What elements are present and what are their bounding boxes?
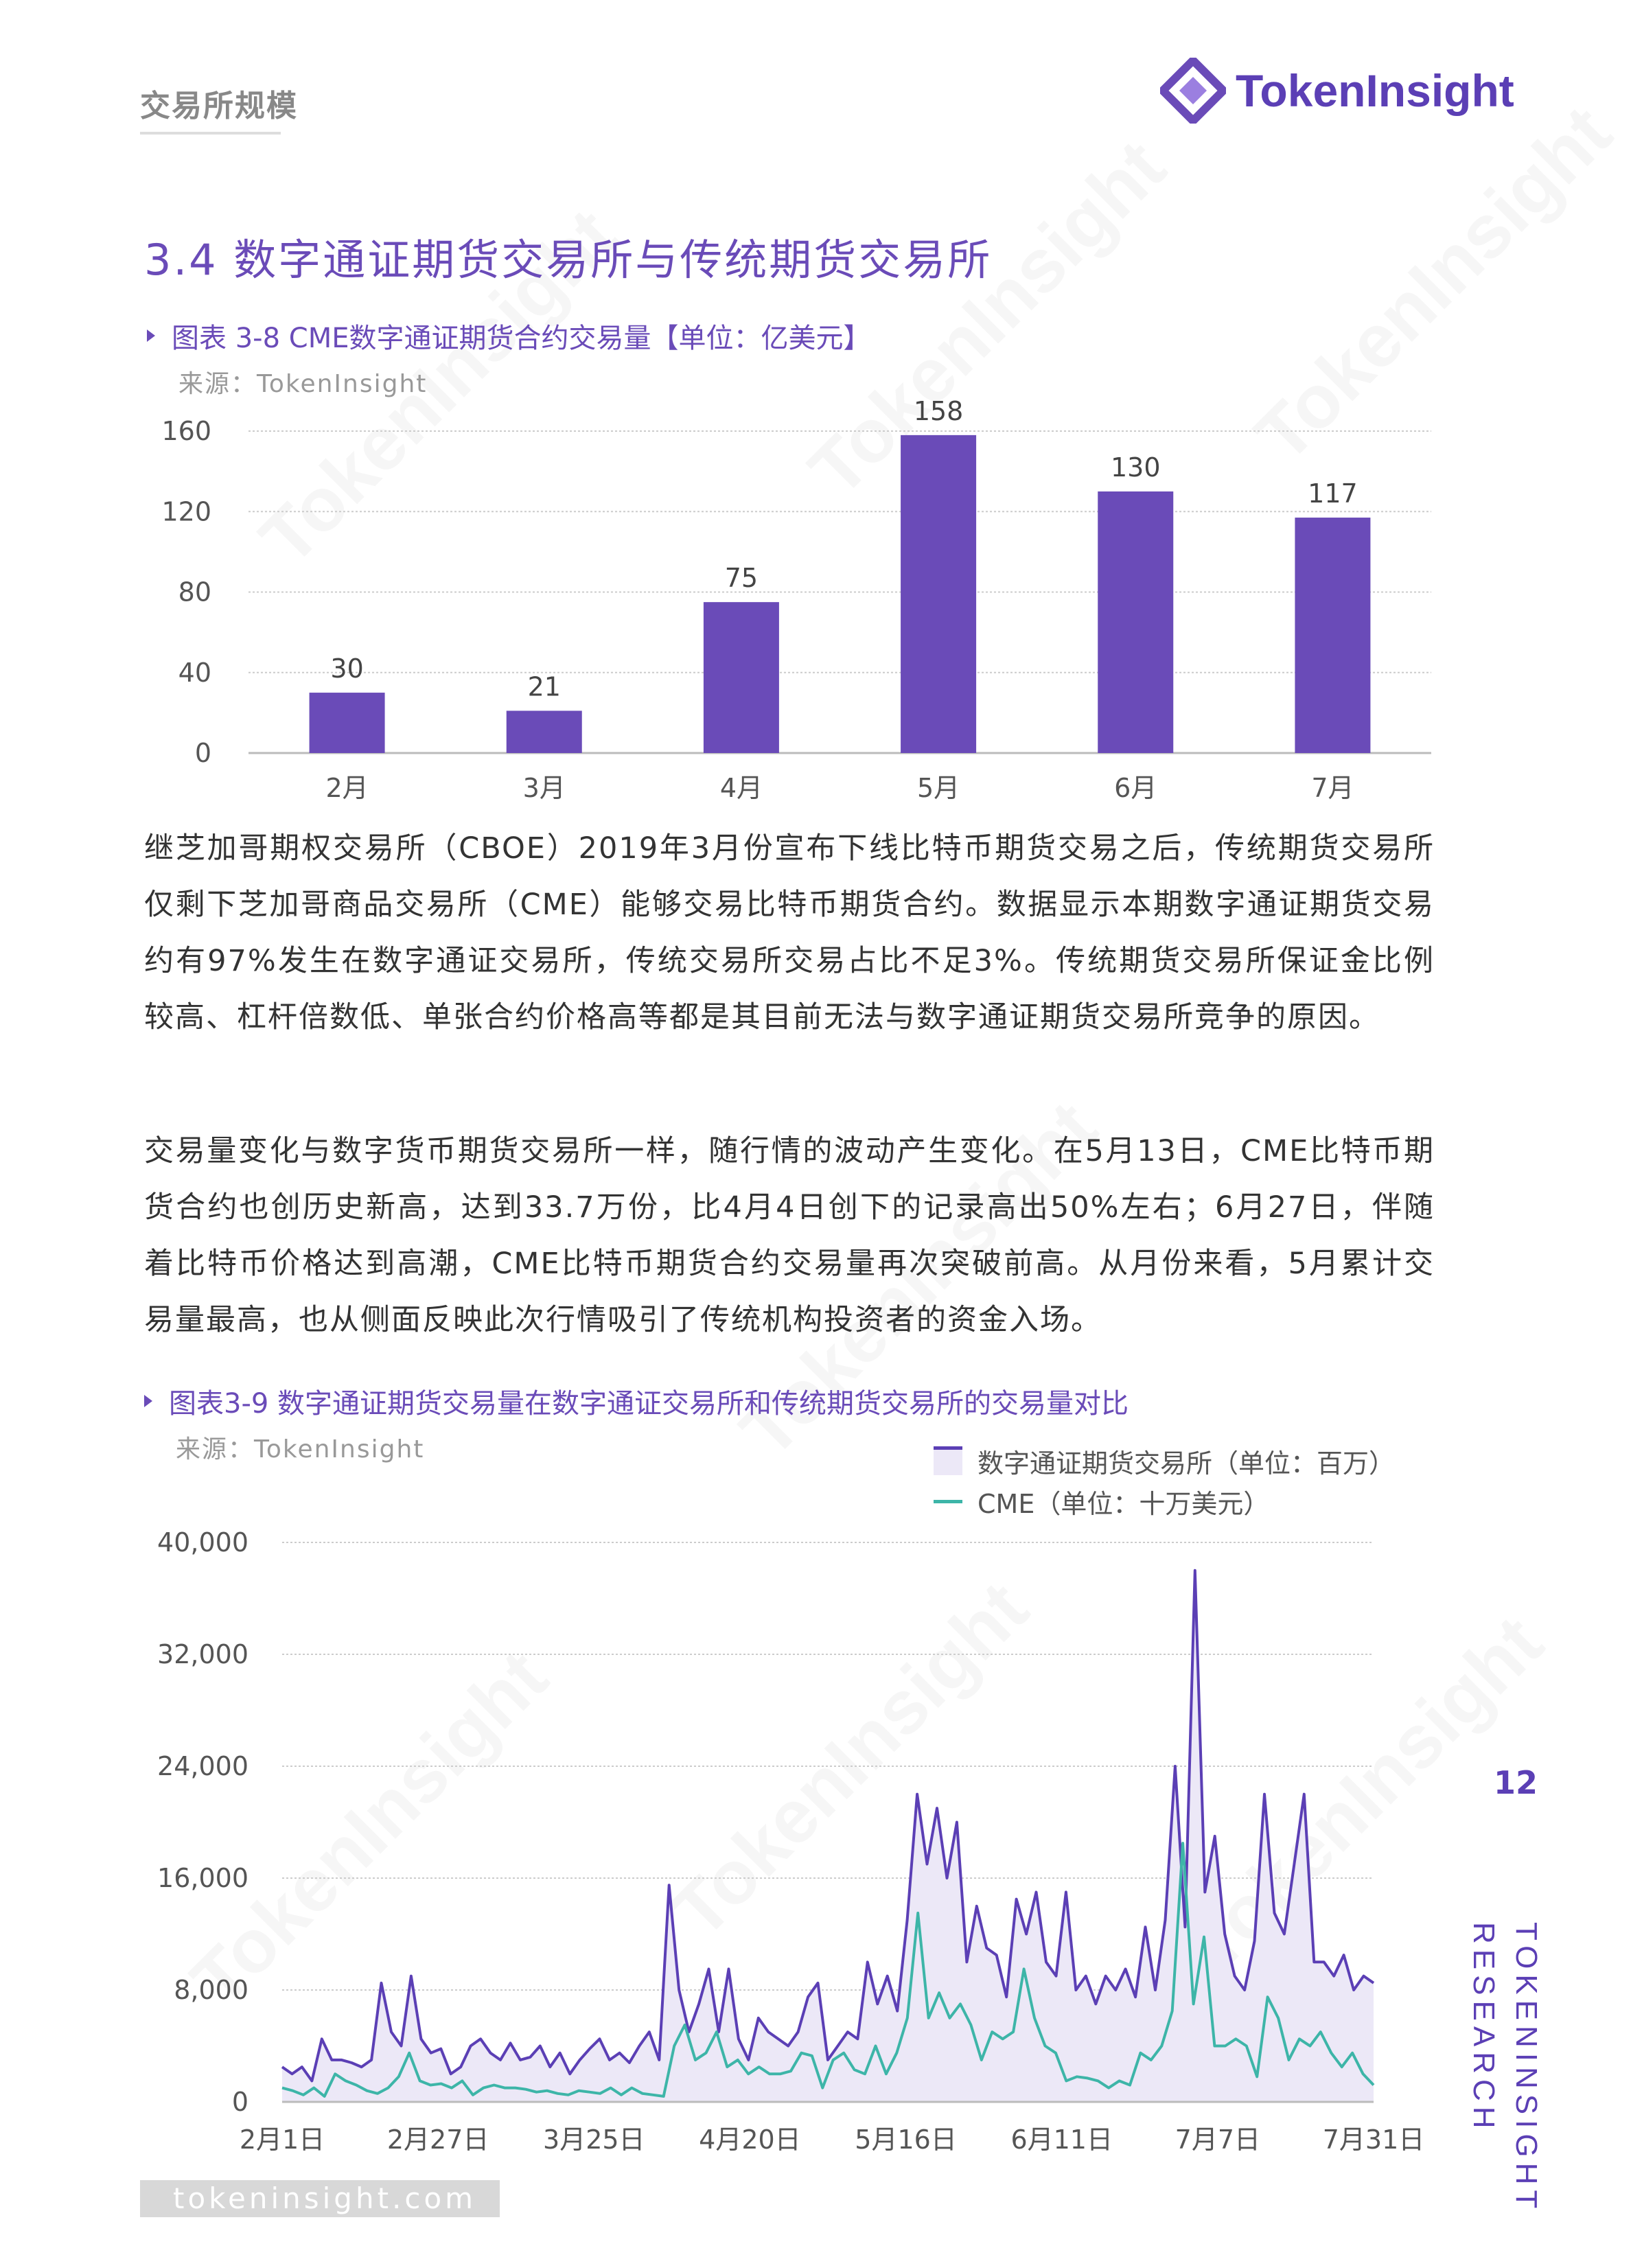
line-chart: 0 8,000 16,000 24,000 32,000 40,000 2月1日 2月27日 3… [157, 1527, 1425, 2155]
x-tick-label: 5月 [917, 773, 960, 803]
chart1-caption-text: 图表 3-8 CME数字通证期货合约交易量【单位：亿美元】 [172, 323, 871, 354]
data-label: 158 [914, 396, 964, 426]
side-text-1: TOKENINSIGHT [1509, 1922, 1543, 2214]
x-tick-label: 4月 [720, 773, 763, 803]
data-label: 117 [1308, 478, 1358, 509]
y-tick-label: 24,000 [157, 1751, 248, 1781]
chart2-caption-text: 图表3-9 数字通证期货交易量在数字通证交易所和传统期货交易所的交易量对比 [169, 1388, 1129, 1420]
x-tick-label: 6月11日 [1010, 2125, 1113, 2155]
legend-label: 数字通证期货交易所（单位：百万） [978, 1448, 1396, 1479]
x-tick-label: 2月 [325, 773, 368, 803]
chart1-source: 来源：TokenInsight [178, 370, 428, 398]
x-tick-label: 7月31日 [1323, 2125, 1425, 2155]
chart2-source: 来源：TokenInsight [176, 1435, 425, 1463]
chart2-legend: 数字通证期货交易所（单位：百万） CME（单位：十万美元） [934, 1442, 1395, 1523]
bar [309, 693, 385, 753]
bar [901, 435, 977, 753]
side-brand-text: TOKENINSIGHT RESEARCH [1462, 1922, 1547, 2214]
y-tick-label: 120 [161, 496, 211, 526]
y-tick-label: 32,000 [157, 1639, 248, 1669]
tokeninsight-logo-icon [1160, 58, 1226, 124]
data-label: 30 [330, 653, 363, 684]
bar-chart: 0 40 80 120 160 30 2月 21 3月 75 4月 158 5月 130 6月 117 7月 [161, 396, 1431, 803]
cme-line [281, 1842, 1375, 2098]
caret-right-icon [144, 1395, 152, 1407]
y-tick-label: 40 [178, 658, 211, 688]
x-tick-label: 4月20日 [699, 2125, 801, 2155]
chart1-caption: 图表 3-8 CME数字通证期货合约交易量【单位：亿美元】 [147, 316, 870, 356]
y-tick-label: 8,000 [174, 1975, 248, 2005]
bar [703, 602, 779, 753]
side-text-2: RESEARCH [1467, 1922, 1501, 2134]
paragraph-1: 继芝加哥期权交易所（CBOE）2019年3月份宣布下线比特币期货交易之后，传统期… [144, 831, 1435, 1034]
series-area [282, 1570, 1374, 2102]
legend-item-cme: CME（单位：十万美元） [934, 1480, 1395, 1523]
y-tick-label: 16,000 [157, 1863, 248, 1893]
legend-item-exchange: 数字通证期货交易所（单位：百万） [934, 1442, 1395, 1480]
bar [1098, 491, 1174, 753]
exchange-line [281, 1569, 1375, 2083]
y-tick-label: 80 [178, 577, 211, 608]
x-tick-label: 3月25日 [543, 2125, 645, 2155]
x-tick-label: 2月27日 [387, 2125, 489, 2155]
data-label: 130 [1111, 452, 1161, 483]
paragraph-2: 交易量变化与数字货币期货交易所一样，随行情的波动产生变化。在5月13日，CME比… [144, 1134, 1435, 1337]
y-tick-label: 40,000 [157, 1527, 248, 1558]
x-tick-label: 2月1日 [240, 2125, 325, 2155]
bar [506, 710, 582, 753]
data-label: 21 [528, 671, 561, 702]
bar [1295, 518, 1371, 753]
footer-url[interactable]: tokeninsight.com [140, 2180, 500, 2217]
x-tick-label: 6月 [1114, 773, 1157, 803]
page-number: 12 [1494, 1764, 1538, 1801]
legend-label: CME（单位：十万美元） [978, 1488, 1270, 1519]
y-tick-label: 0 [195, 738, 211, 768]
section-title: 3.4 数字通证期货交易所与传统期货交易所 [144, 235, 993, 285]
x-tick-label: 7月7日 [1175, 2125, 1260, 2155]
caret-right-icon [147, 329, 155, 342]
logo-text: TokenInsight [1236, 65, 1514, 116]
y-tick-label: 160 [161, 416, 211, 446]
legend-swatch-purple [934, 1446, 962, 1475]
x-tick-label: 5月16日 [855, 2125, 957, 2155]
section-label: 交易所规模 [140, 89, 298, 124]
header-underline [140, 132, 281, 135]
y-tick-label: 0 [232, 2087, 248, 2117]
legend-swatch-teal [934, 1499, 962, 1503]
chart2-caption: 图表3-9 数字通证期货交易量在数字通证交易所和传统期货交易所的交易量对比 [144, 1381, 1129, 1421]
x-tick-label: 3月 [523, 773, 566, 803]
logo: TokenInsight [1160, 58, 1514, 124]
data-label: 75 [725, 563, 758, 593]
x-tick-label: 7月 [1311, 773, 1354, 803]
